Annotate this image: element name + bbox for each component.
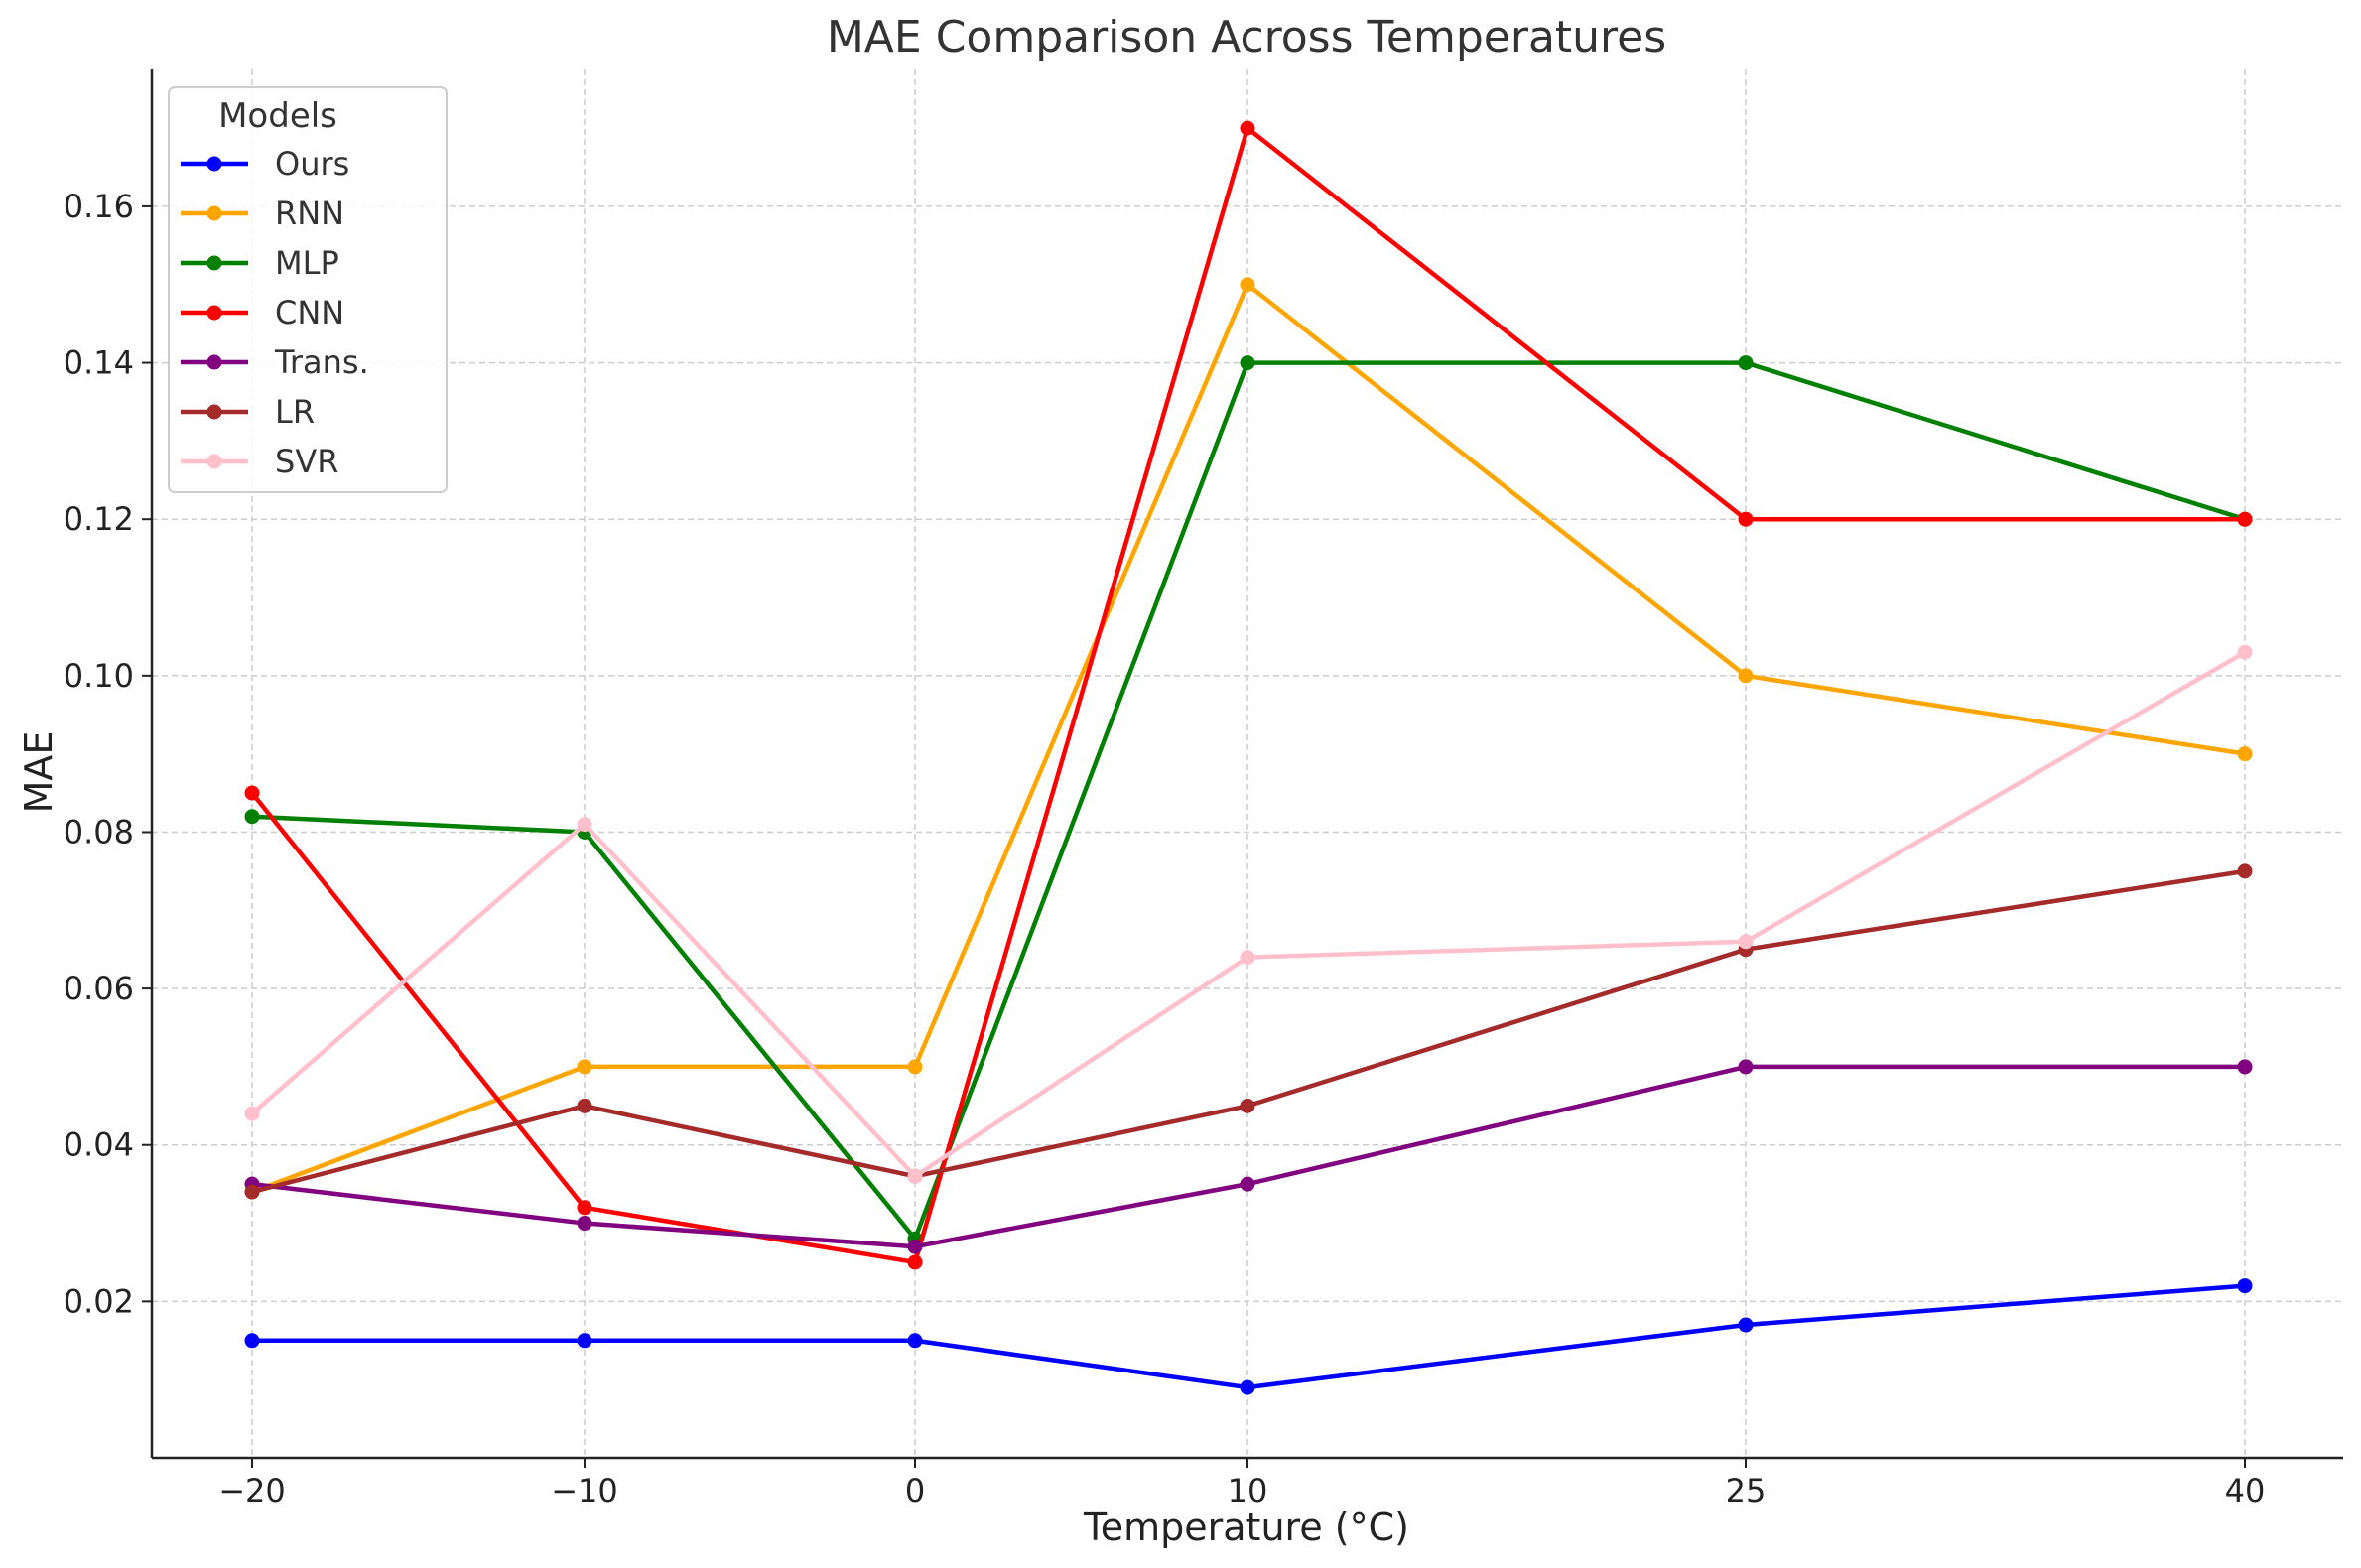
legend-label: LR — [275, 393, 315, 431]
x-tick-label: 0 — [905, 1472, 925, 1509]
data-point — [1738, 668, 1754, 684]
y-tick-label: 0.14 — [64, 344, 134, 382]
x-tick-label: 10 — [1228, 1472, 1268, 1509]
x-tick-label: 40 — [2225, 1472, 2266, 1509]
legend-swatch-marker — [206, 354, 222, 370]
data-point — [2237, 1059, 2253, 1075]
data-point — [1240, 1098, 1255, 1113]
data-point — [907, 1333, 923, 1349]
data-point — [907, 1059, 923, 1075]
legend-label: Ours — [275, 145, 349, 183]
legend-label: CNN — [275, 294, 344, 331]
data-point — [907, 1254, 923, 1270]
legend-swatch-marker — [206, 255, 222, 271]
data-point — [1738, 1317, 1754, 1333]
series-layer — [244, 120, 2253, 1395]
y-tick-label: 0.04 — [64, 1126, 134, 1164]
legend-label: RNN — [275, 195, 344, 232]
y-tick-label: 0.16 — [64, 188, 134, 225]
series-line — [251, 1064, 2245, 1249]
legend-title: Models — [218, 96, 337, 136]
data-point — [577, 1333, 592, 1349]
y-tick-label: 0.08 — [64, 813, 134, 850]
series-line — [250, 650, 2247, 1179]
legend-label: SVR — [275, 443, 338, 480]
data-point — [1240, 950, 1255, 966]
series-rnn — [244, 277, 2253, 1200]
data-point — [244, 1333, 260, 1349]
data-point — [577, 1216, 592, 1232]
data-point — [2237, 644, 2253, 660]
data-point — [1240, 120, 1255, 136]
series-line — [251, 868, 2246, 1195]
legend-label: Trans. — [274, 343, 369, 381]
series-line — [251, 360, 2246, 1241]
legend-swatch-marker — [206, 454, 222, 469]
series-cnn — [244, 120, 2253, 1270]
legend-items: Ours RNN MLP CNN Trans. LR SVR — [181, 145, 369, 480]
series-line — [250, 125, 2245, 1265]
x-axis-ticks: −20 −10 0 10 25 40 — [218, 1458, 2265, 1509]
data-point — [1240, 277, 1255, 293]
legend: Models Ours RNN MLP CNN Trans. LR SVR — [168, 86, 448, 493]
y-tick-label: 0.12 — [64, 500, 134, 538]
data-point — [244, 785, 260, 801]
series-svr — [244, 644, 2253, 1184]
legend-swatch-marker — [206, 305, 222, 321]
x-tick-label: −20 — [218, 1472, 286, 1509]
data-point — [2237, 746, 2253, 762]
x-tick-label: 25 — [1726, 1472, 1767, 1509]
data-point — [907, 1168, 923, 1184]
y-tick-label: 0.06 — [64, 970, 134, 1007]
data-point — [244, 1184, 260, 1200]
data-point — [2237, 511, 2253, 527]
data-point — [577, 1098, 592, 1113]
data-point — [577, 1200, 592, 1216]
data-point — [1738, 934, 1754, 950]
chart-title: MAE Comparison Across Temperatures — [827, 12, 1666, 63]
data-point — [1240, 1176, 1255, 1192]
series-ours — [244, 1278, 2253, 1395]
data-point — [1738, 1059, 1754, 1075]
series-trans — [244, 1059, 2253, 1254]
data-point — [1738, 511, 1754, 527]
y-tick-label: 0.02 — [64, 1282, 134, 1320]
legend-swatch-marker — [206, 205, 222, 221]
data-point — [244, 809, 260, 825]
data-point — [1240, 1379, 1255, 1395]
data-point — [244, 1106, 260, 1121]
data-point — [907, 1239, 923, 1254]
series-line — [251, 282, 2246, 1195]
legend-swatch-marker — [206, 156, 222, 172]
data-point — [577, 1059, 592, 1075]
y-axis-label: MAE — [17, 731, 61, 814]
data-point — [577, 817, 592, 833]
legend-label: MLP — [275, 244, 339, 282]
y-tick-label: 0.10 — [64, 657, 134, 695]
data-point — [2237, 863, 2253, 879]
legend-box — [168, 86, 448, 493]
x-tick-label: −10 — [551, 1472, 618, 1509]
data-point — [1738, 355, 1754, 371]
data-point — [2237, 1278, 2253, 1294]
y-axis-ticks: 0.02 0.04 0.06 0.08 0.10 0.12 0.14 0.16 — [64, 188, 152, 1320]
data-point — [1240, 355, 1255, 371]
legend-swatch-marker — [206, 404, 222, 420]
series-line — [252, 1283, 2246, 1390]
x-axis-label: Temperature (°C) — [1083, 1505, 1409, 1549]
